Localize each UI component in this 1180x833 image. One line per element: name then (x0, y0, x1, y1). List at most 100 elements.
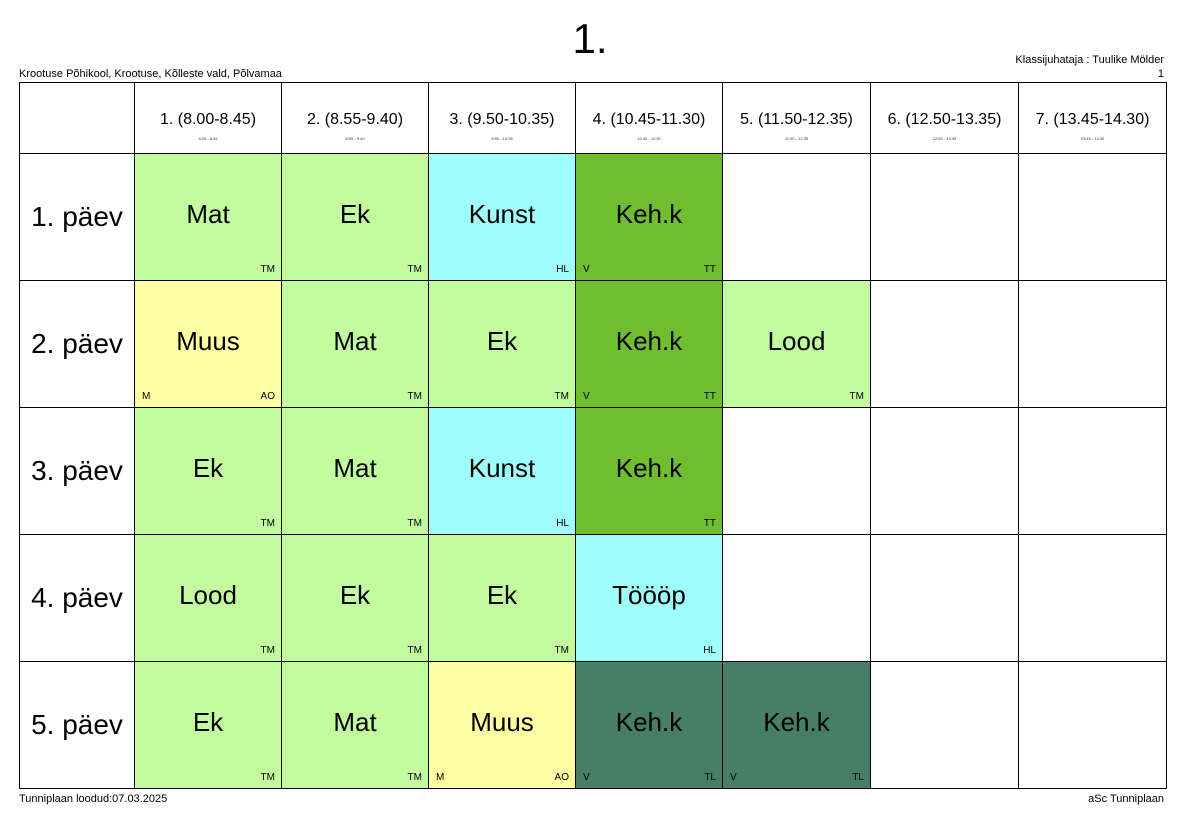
day-row: 5. päev Ek TM Mat TM Muus AO M Keh.k TL V Keh.k TL V (19, 661, 1167, 789)
lesson-teacher-code: TM (849, 391, 864, 402)
lesson-subject: Ek (486, 580, 518, 610)
empty-cell (722, 407, 871, 535)
empty-cell (870, 407, 1019, 535)
lesson-room-code: V (730, 772, 737, 783)
lesson-cell: Mat TM (281, 407, 429, 535)
empty-cell (1018, 661, 1167, 789)
lesson-subject: Töööp (612, 580, 686, 610)
day-row: 1. päev Mat TM Ek TM Kunst HL Keh.k TT V (19, 153, 1167, 281)
lesson-teacher-code: AO (260, 391, 275, 402)
lesson-teacher-code: AO (554, 772, 569, 783)
lesson-teacher-code: TM (407, 518, 422, 529)
lesson-teacher-code: TL (852, 772, 864, 783)
software-name: aSc Tunniplaan (1088, 793, 1164, 805)
lesson-subject: Mat (333, 326, 377, 356)
empty-cell (1018, 280, 1167, 408)
lesson-cell: Keh.k TL V (575, 661, 723, 789)
lesson-cell: Kunst HL (428, 407, 576, 535)
lesson-cell: Keh.k TT V (575, 280, 723, 408)
lesson-teacher-code: TM (260, 645, 275, 656)
lesson-cell: Keh.k TL V (722, 661, 871, 789)
day-label: 3. päev (19, 407, 135, 535)
period-time-small: 12:50 - 13:35 (932, 136, 957, 141)
lesson-subject: Kunst (468, 199, 536, 229)
lesson-subject: Ek (192, 453, 224, 483)
timetable: 1. (8.00-8.45) 8:00 - 8:45 2. (8.55-9.40… (19, 82, 1167, 789)
lesson-cell: Töööp HL (575, 534, 723, 662)
period-time-small: 8:00 - 8:45 (198, 136, 218, 141)
period-label: 2. (8.55-9.40) (306, 111, 404, 128)
lesson-room-code: V (583, 772, 590, 783)
school-name: Krootuse Põhikool, Krootuse, Kõlleste va… (19, 68, 282, 80)
lesson-cell: Lood TM (134, 534, 282, 662)
lesson-room-code: V (583, 264, 590, 275)
day-label: 2. päev (19, 280, 135, 408)
lesson-subject: Lood (767, 326, 826, 356)
lesson-teacher-code: HL (703, 645, 716, 656)
lesson-cell: Muus AO M (134, 280, 282, 408)
lesson-cell: Muus AO M (428, 661, 576, 789)
lesson-subject: Muus (470, 707, 534, 737)
created-date: Tunniplaan loodud:07.03.2025 (19, 793, 168, 805)
period-time-small: 13:45 - 14:30 (1080, 136, 1105, 141)
empty-cell (722, 153, 871, 281)
lesson-room-code: M (142, 391, 151, 402)
lesson-teacher-code: TM (407, 772, 422, 783)
lesson-cell: Mat TM (281, 661, 429, 789)
lesson-cell: Kunst HL (428, 153, 576, 281)
period-header: 1. (8.00-8.45) 8:00 - 8:45 (134, 82, 282, 154)
empty-cell (870, 534, 1019, 662)
lesson-cell: Keh.k TT (575, 407, 723, 535)
lesson-teacher-code: TM (407, 264, 422, 275)
lesson-cell: Ek TM (428, 280, 576, 408)
empty-cell (870, 661, 1019, 789)
lesson-teacher-code: TM (260, 264, 275, 275)
lesson-teacher-code: HL (556, 518, 569, 529)
day-label: 5. päev (19, 661, 135, 789)
lesson-subject: Mat (333, 707, 377, 737)
day-label: 4. päev (19, 534, 135, 662)
empty-cell (1018, 153, 1167, 281)
lesson-teacher-code: HL (556, 264, 569, 275)
lesson-teacher-code: TM (260, 772, 275, 783)
period-label: 4. (10.45-11.30) (592, 111, 706, 128)
lesson-teacher-code: TL (704, 772, 716, 783)
period-label: 5. (11.50-12.35) (740, 111, 853, 128)
lesson-subject: Ek (192, 707, 224, 737)
lesson-teacher-code: TM (554, 391, 569, 402)
class-teacher: Klassijuhataja : Tuulike Mölder (1015, 54, 1164, 66)
lesson-cell: Mat TM (134, 153, 282, 281)
lesson-subject: Keh.k (615, 199, 683, 229)
lesson-cell: Keh.k TT V (575, 153, 723, 281)
lesson-subject: Keh.k (615, 707, 683, 737)
day-label: 1. päev (19, 153, 135, 281)
lesson-cell: Mat TM (281, 280, 429, 408)
period-label: 3. (9.50-10.35) (449, 111, 555, 128)
lesson-cell: Lood TM (722, 280, 871, 408)
period-time-small: 10:45 - 11:30 (637, 136, 661, 141)
lesson-subject: Keh.k (615, 326, 683, 356)
lesson-subject: Kunst (468, 453, 536, 483)
empty-cell (722, 534, 871, 662)
empty-cell (870, 280, 1019, 408)
empty-cell (870, 153, 1019, 281)
lesson-subject: Keh.k (615, 453, 683, 483)
period-header: 3. (9.50-10.35) 9:50 - 10:35 (428, 82, 576, 154)
lesson-cell: Ek TM (281, 153, 429, 281)
day-row: 4. päev Lood TM Ek TM Ek TM Töööp HL (19, 534, 1167, 662)
empty-cell (1018, 407, 1167, 535)
period-header: 4. (10.45-11.30) 10:45 - 11:30 (575, 82, 723, 154)
period-header-row: 1. (8.00-8.45) 8:00 - 8:45 2. (8.55-9.40… (19, 82, 1167, 154)
lesson-teacher-code: TM (407, 645, 422, 656)
day-row: 2. päev Muus AO M Mat TM Ek TM Keh.k TT V Lood TM (19, 280, 1167, 408)
lesson-cell: Ek TM (428, 534, 576, 662)
period-label: 7. (13.45-14.30) (1035, 111, 1150, 128)
lesson-subject: Ek (339, 199, 371, 229)
lesson-subject: Mat (333, 453, 377, 483)
lesson-cell: Ek TM (134, 407, 282, 535)
period-header: 2. (8.55-9.40) 8:55 - 9:40 (281, 82, 429, 154)
lesson-teacher-code: TT (703, 264, 716, 275)
lesson-cell: Ek TM (281, 534, 429, 662)
corner-cell (19, 82, 135, 154)
period-header: 7. (13.45-14.30) 13:45 - 14:30 (1018, 82, 1167, 154)
